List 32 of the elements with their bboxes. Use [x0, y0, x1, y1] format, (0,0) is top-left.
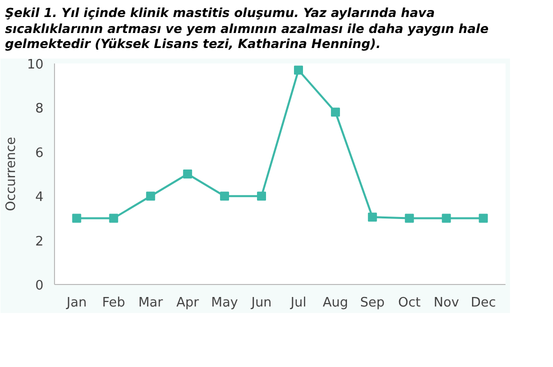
point	[183, 170, 192, 179]
point	[220, 192, 230, 201]
point	[442, 214, 451, 224]
x-tick-label: Mar	[138, 296, 164, 311]
x-tick-label: Feb	[102, 296, 126, 311]
point	[146, 192, 156, 201]
x-tick-label: Aug	[322, 296, 348, 311]
x-tick-label: May	[211, 296, 238, 311]
y-tick-label: 4	[35, 190, 44, 206]
x-tick-label: Nov	[434, 296, 460, 311]
y-tick-label: 8	[35, 102, 44, 118]
point	[330, 108, 340, 118]
x-tick-label: Jan	[66, 296, 87, 311]
x-tick-label: Oct	[398, 296, 421, 311]
point	[294, 66, 303, 76]
chart-title: Şekil 1. Yıl içinde klinik mastitis oluşumu. Yaz aylarında hava sıcaklıklarının artması ve yem alımının azalması ile daha yaygın hale gelmektedir (Yüksek Lisans tezi, Katharina Henning).	[5, 5, 490, 52]
x-tick-label: Dec	[470, 296, 496, 311]
point	[257, 192, 266, 201]
point	[109, 214, 118, 224]
y-tick-label: 6	[35, 146, 44, 162]
point	[478, 214, 488, 224]
point	[368, 212, 377, 222]
y-axis-title: Occurrence	[4, 137, 19, 212]
x-tick-label: Jun	[250, 296, 272, 311]
x-tick-label: Sep	[360, 296, 385, 311]
point	[72, 214, 82, 224]
point	[404, 214, 414, 224]
x-tick-label: Jul	[290, 296, 306, 311]
y-tick-label: 0	[35, 278, 44, 294]
x-tick-label: Apr	[176, 296, 200, 311]
y-tick-label: 2	[35, 234, 44, 250]
y-tick-label: 10	[26, 58, 44, 73]
